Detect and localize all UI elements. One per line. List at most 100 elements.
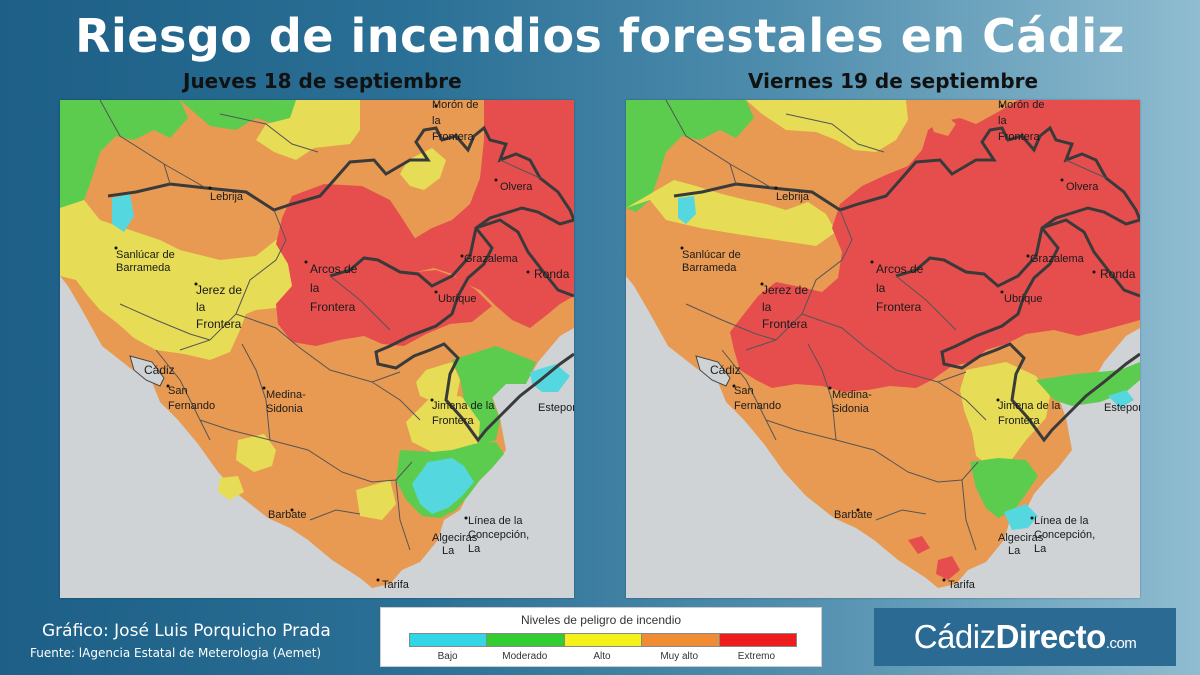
town-barbate: Barbate	[268, 509, 307, 521]
town-sanfernando-line1: San	[168, 385, 188, 397]
fire-risk-map-friday: Morón de la Frontera Lebrija Olvera Sanl…	[626, 100, 1140, 598]
zone-low	[412, 458, 474, 514]
town-ubrique: Ubrique	[438, 293, 477, 305]
town-labels: Morón de la Frontera Lebrija Olvera Sanl…	[114, 100, 574, 591]
town-linea-line2: Concepción,	[1034, 529, 1095, 541]
zone-moderate	[970, 458, 1038, 518]
town-jerez-line2: la	[196, 300, 206, 314]
province-border	[673, 125, 1140, 221]
zone-low	[678, 196, 696, 224]
town-jerez-line3: Frontera	[196, 317, 242, 331]
legend-label-alto: Alto	[593, 651, 611, 662]
town-grazalema: Grazalema	[464, 253, 519, 265]
town-medina-line1: Medina-	[266, 389, 306, 401]
zone-high	[356, 480, 396, 520]
town-jerez-line1: Jerez de	[762, 283, 808, 297]
town-moron-line2: la	[998, 115, 1007, 127]
legend-label-moderado: Moderado	[502, 651, 548, 662]
credit-source: Fuente: lAgencia Estatal de Meterologia …	[30, 646, 322, 660]
legend-swatch-alto	[564, 634, 643, 646]
town-tarifa: Tarifa	[948, 579, 976, 591]
town-arcos-line1: Arcos de	[310, 262, 358, 276]
town-medina-line2: Sidonia	[832, 403, 870, 415]
zone-moderate	[60, 100, 188, 212]
town-arcos-line1: Arcos de	[876, 262, 924, 276]
town-cadiz: Cádiz	[144, 363, 175, 377]
town-sanfernando-line2: Fernando	[734, 400, 781, 412]
town-labels: Morón de la Frontera Lebrija Olvera Sanl…	[680, 100, 1140, 591]
town-algeciras-line2: La	[1008, 545, 1021, 557]
town-sanlucar-line1: Sanlúcar de	[682, 249, 741, 261]
zone-low	[112, 194, 134, 232]
province-border	[1041, 218, 1140, 298]
town-linea-line1: Línea de la	[468, 515, 523, 527]
legend-color-bar	[409, 633, 797, 647]
town-arcos-line3: Frontera	[310, 300, 356, 314]
fire-risk-map-thursday: Morón de la Frontera Lebrija Olvera Sanl…	[60, 100, 574, 598]
town-ubrique: Ubrique	[1004, 293, 1043, 305]
town-estepona: Estepon	[538, 402, 574, 414]
zone-very-high-patch	[930, 114, 956, 136]
province-border	[475, 218, 574, 298]
town-grazalema: Grazalema	[1030, 253, 1085, 265]
town-olvera: Olvera	[500, 181, 533, 193]
municipal-lines	[665, 100, 1107, 551]
town-linea-line2: Concepción,	[468, 529, 529, 541]
zone-high	[236, 434, 276, 472]
town-estepona: Estepon	[1104, 402, 1140, 414]
town-ronda: Ronda	[1100, 267, 1136, 281]
town-algeciras-line2: La	[442, 545, 455, 557]
town-moron-line3: Frontera	[432, 131, 474, 143]
zone-extreme	[276, 184, 492, 346]
town-sanlucar-line2: Barrameda	[682, 262, 737, 274]
town-linea-line1: Línea de la	[1034, 515, 1089, 527]
legend-label-muy-alto: Muy alto	[660, 651, 699, 662]
zone-moderate	[452, 346, 536, 446]
town-jimena-line1: Jimena de la	[432, 400, 495, 412]
page-title: Riesgo de incendios forestales en Cádiz	[75, 9, 1125, 63]
municipal-lines	[99, 100, 541, 551]
province-border	[107, 125, 574, 221]
logo-text-part1: Cádiz	[913, 618, 996, 655]
town-barbate: Barbate	[834, 509, 873, 521]
town-lebrija: Lebrija	[776, 191, 810, 203]
cadiz-bay	[695, 355, 731, 387]
zone-extreme	[730, 100, 1140, 392]
town-jimena-line2: Frontera	[998, 415, 1040, 427]
town-algeciras-line1: Algeciras	[432, 532, 478, 544]
danger-level-legend: Niveles de peligro de incendio Bajo Mode…	[380, 607, 822, 667]
zone-high	[746, 100, 908, 152]
credit-author: Gráfico: José Luis Porquicho Prada	[42, 621, 331, 641]
town-medina-line2: Sidonia	[266, 403, 304, 415]
town-algeciras-line1: Algeciras	[998, 532, 1044, 544]
town-jerez-line2: la	[762, 300, 772, 314]
zone-high	[406, 396, 492, 452]
town-jerez-line3: Frontera	[762, 317, 808, 331]
town-jimena-line2: Frontera	[432, 415, 474, 427]
zone-low	[1004, 504, 1038, 530]
town-olvera: Olvera	[1066, 181, 1099, 193]
town-cadiz: Cádiz	[710, 363, 741, 377]
zone-high	[960, 362, 1050, 468]
cadizdirecto-logo[interactable]: CádizDirecto.com	[874, 608, 1176, 666]
zone-high	[218, 476, 244, 500]
zone-moderate	[180, 100, 300, 130]
legend-swatch-muy-alto	[642, 634, 720, 646]
day-label-friday: Viernes 19 de septiembre	[748, 69, 1039, 93]
logo-text-part3: .com	[1105, 635, 1137, 652]
town-arcos-line2: la	[310, 281, 320, 295]
day-label-thursday: Jueves 18 de septiembre	[183, 69, 462, 93]
cadiz-bay	[129, 355, 165, 387]
legend-label-extremo: Extremo	[737, 651, 776, 662]
town-moron-line1: Morón de	[998, 100, 1044, 111]
zone-very-high-patch	[688, 240, 736, 288]
town-ronda: Ronda	[534, 267, 570, 281]
zone-high	[60, 200, 322, 360]
zone-extreme	[936, 556, 960, 580]
zone-moderate	[626, 100, 754, 212]
town-sanlucar-line2: Barrameda	[116, 262, 171, 274]
zone-high	[416, 362, 460, 404]
province-border	[329, 206, 574, 288]
legend-labels: Bajo Moderado Alto Muy alto Extremo	[409, 651, 795, 662]
map-svg-friday: Morón de la Frontera Lebrija Olvera Sanl…	[626, 100, 1140, 598]
